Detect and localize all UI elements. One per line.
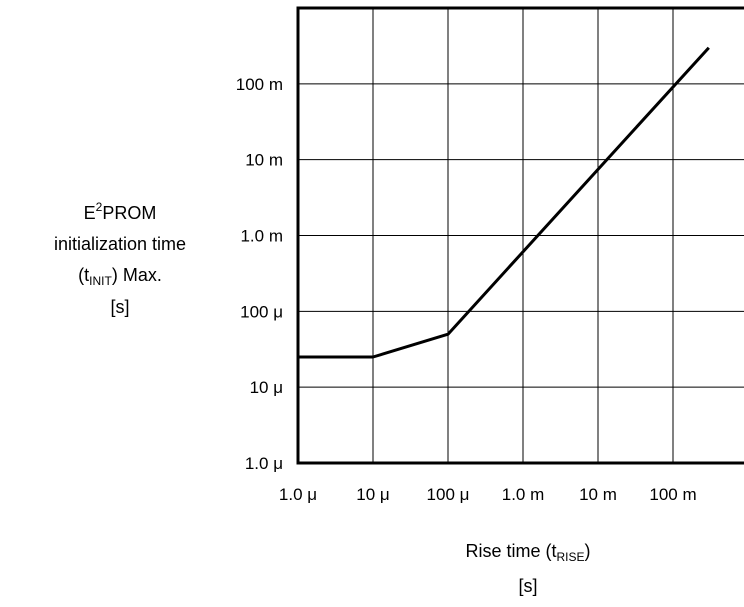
x-tick-label: 10 m <box>579 485 617 504</box>
y-tick-label: 100 m <box>236 75 283 94</box>
x-axis-label-line-2: [s] <box>518 576 537 596</box>
y-axis-label-line-3: (tINIT) Max. <box>78 265 162 288</box>
x-tick-label: 1.0 μ <box>279 485 317 504</box>
grid <box>298 8 744 463</box>
x-tick-label: 100 m <box>649 485 696 504</box>
series-layer <box>298 46 710 359</box>
plot-frame <box>296 6 744 465</box>
y-tick-label: 10 m <box>245 151 283 170</box>
x-tick-labels: 1.0 μ 10 μ 100 μ 1.0 m 10 m 100 m <box>279 485 697 504</box>
x-tick-label: 10 μ <box>356 485 389 504</box>
y-tick-label: 100 μ <box>240 302 283 321</box>
series-line <box>298 46 710 359</box>
x-tick-label: 100 μ <box>427 485 470 504</box>
y-tick-labels: 1.0 μ 10 μ 100 μ 1.0 m 10 m 100 m <box>236 75 283 473</box>
y-axis-label-line-2: initialization time <box>54 234 186 254</box>
y-axis-label-line-4: [s] <box>110 297 129 317</box>
y-tick-label: 10 μ <box>250 378 283 397</box>
x-axis-label-line-1: Rise time (tRISE) <box>465 541 590 564</box>
y-axis-label-line-1: E2PROM <box>84 200 157 223</box>
x-tick-label: 1.0 m <box>502 485 545 504</box>
y-tick-label: 1.0 μ <box>245 454 283 473</box>
y-tick-label: 1.0 m <box>240 227 283 246</box>
